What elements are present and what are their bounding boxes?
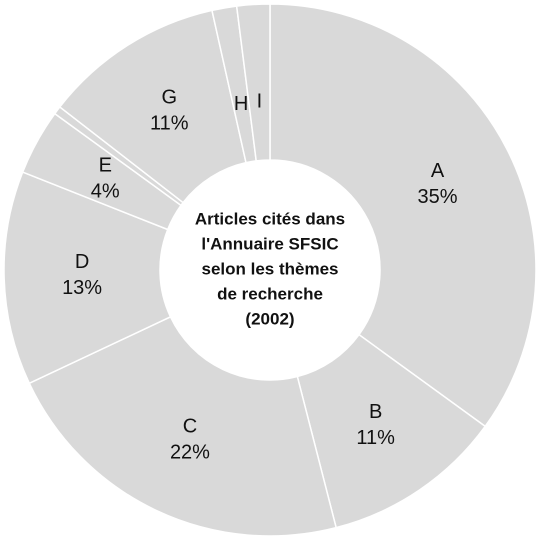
donut-slice [58,9,247,204]
donut-slice [296,333,487,529]
slice-label: A [431,160,445,182]
slice-label: B [369,401,382,423]
slice-label: E [99,155,112,177]
value-label: 35% [417,186,457,208]
chart-title: l'Annuaire SFSIC [201,234,338,253]
donut-slice [269,3,537,428]
value-label: 4% [91,181,120,203]
value-label: 11% [356,427,395,449]
chart-title: selon les thèmes [201,259,338,278]
slice-label: G [161,87,177,109]
slice-label: D [75,251,89,273]
slice-label: I [257,91,263,113]
value-label: 11% [150,113,189,135]
donut-slice [3,171,172,385]
value-label: 22% [170,441,210,463]
value-label: 13% [62,277,102,299]
chart-title: (2002) [245,309,294,328]
donut-slice [235,3,271,162]
donut-slice [28,315,338,537]
chart-title: Articles cités dans [195,209,345,228]
slice-label: C [183,415,197,437]
slice-label: H [234,93,248,115]
chart-title: de recherche [217,284,323,303]
